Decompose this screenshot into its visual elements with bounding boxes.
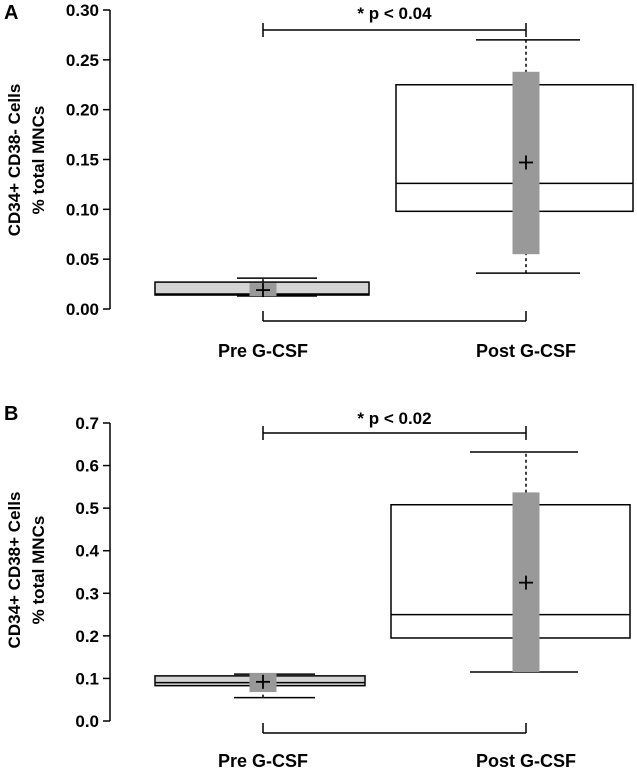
panel-b-category-label: Pre G-CSF	[218, 751, 308, 771]
panel-b-significance-label: * p < 0.02	[357, 409, 431, 428]
panel-a-y-tick-label: 0.15	[66, 151, 99, 170]
panel-a-letter: A	[4, 2, 18, 24]
panel-a-y-axis-subtitle: % total MNCs	[29, 106, 48, 215]
panel-a-significance-label: * p < 0.04	[357, 4, 432, 23]
panel-a-y-tick-label: 0.10	[66, 200, 99, 219]
panel-b-letter: B	[4, 403, 18, 425]
panel-b-y-tick-label: 0.4	[75, 542, 99, 561]
panel-a-category-label: Post G-CSF	[476, 341, 576, 361]
panel-a-y-tick-label: 0.20	[66, 101, 99, 120]
panel-b-post-box	[390, 503, 631, 639]
panel-a-y-tick-label: 0.30	[66, 1, 99, 20]
panel-b-y-tick-label: 0.6	[75, 457, 99, 476]
panel-b-y-tick-label: 0.0	[75, 712, 99, 731]
panel-b-y-axis-title: CD34+ CD38+ Cells	[5, 492, 24, 649]
panel-a-y-tick-label: 0.05	[66, 250, 99, 269]
panel-b-y-tick-label: 0.3	[75, 584, 99, 603]
panel-b-y-tick-label: 0.7	[75, 414, 99, 433]
panel-a-category-label: Pre G-CSF	[218, 341, 308, 361]
panel-b-y-axis-subtitle: % total MNCs	[29, 516, 48, 625]
panel-a-y-tick-label: 0.00	[66, 300, 99, 319]
panel-a-y-axis-title: CD34+ CD38- Cells	[5, 84, 24, 237]
panel-a-y-tick-label: 0.25	[66, 51, 99, 70]
panel-b-y-tick-label: 0.2	[75, 627, 99, 646]
panel-b-y-tick-label: 0.5	[75, 499, 99, 518]
panel-b-y-tick-label: 0.1	[75, 669, 99, 688]
panel-b-category-label: Post G-CSF	[476, 751, 576, 771]
